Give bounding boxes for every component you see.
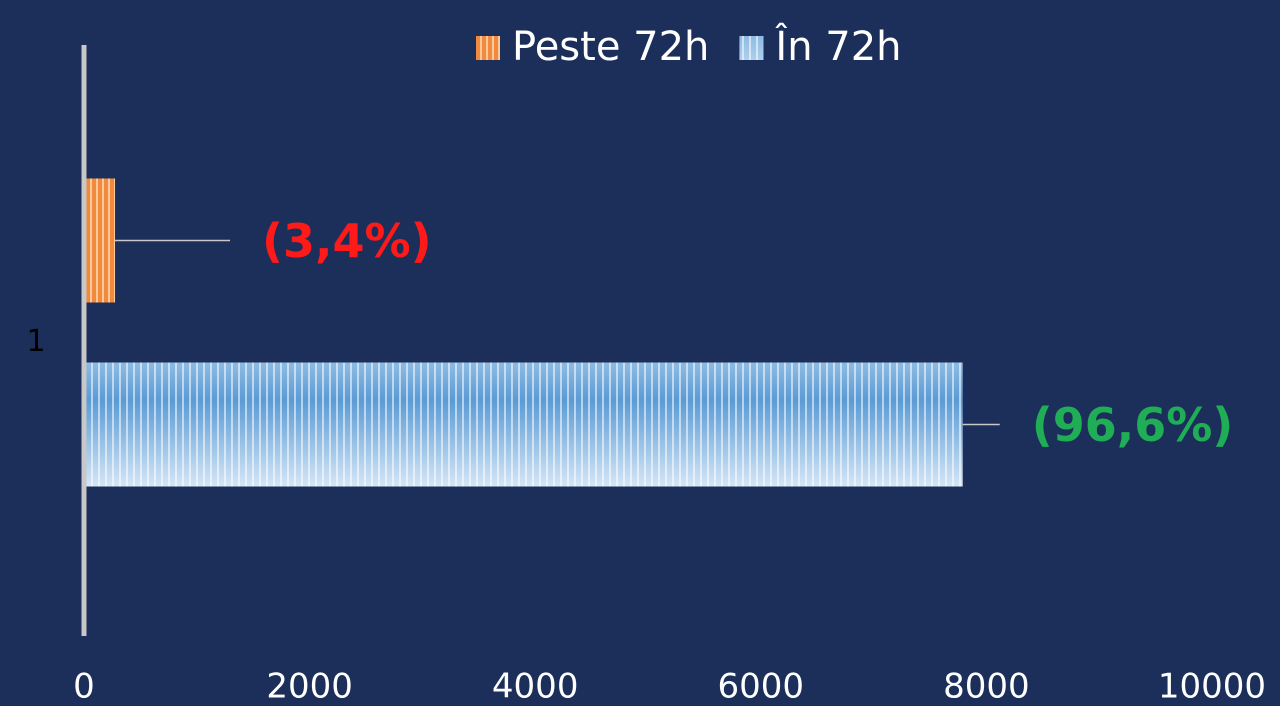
x-tick-label: 8000 [943,667,1030,706]
bar [84,178,116,303]
data-label: (3,4%) [262,214,432,268]
x-tick-label: 10000 [1158,667,1266,706]
x-tick-label: 6000 [718,667,805,706]
x-tick-label: 2000 [266,667,353,706]
x-tick-label: 0 [73,667,95,706]
x-tick-label: 4000 [492,667,579,706]
legend-label: În 72h [774,22,901,70]
legend-swatch [739,36,764,60]
legend-swatch [476,36,500,60]
data-label: (96,6%) [1032,398,1234,452]
bar [84,362,963,487]
y-tick-label: 1 [26,324,45,359]
legend-label: Peste 72h [512,24,709,70]
